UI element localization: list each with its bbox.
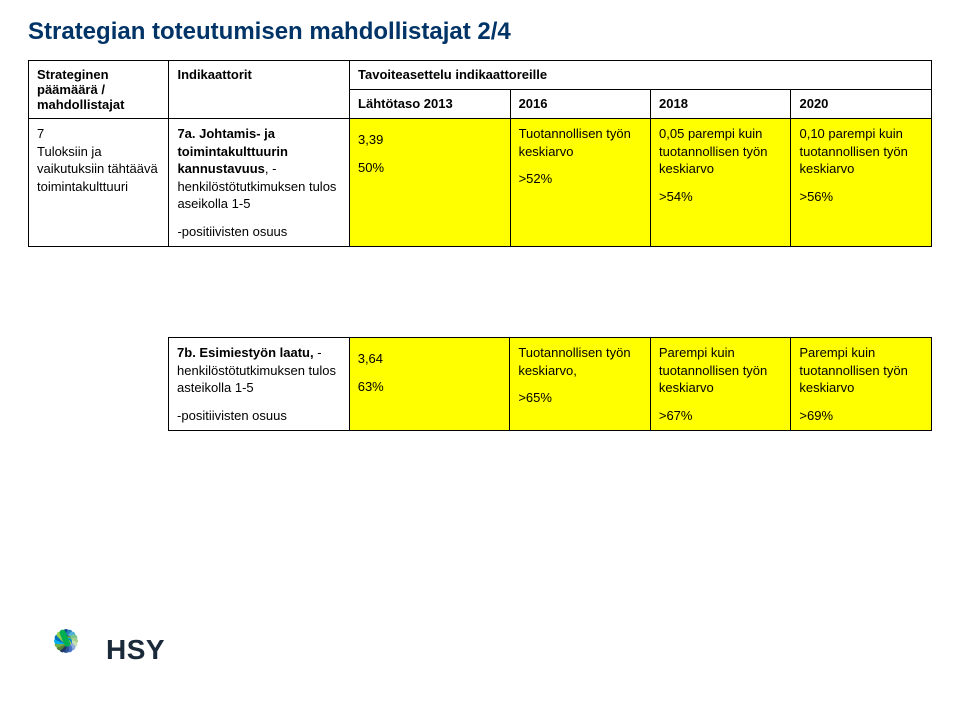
header-indicators: Indikaattorit — [169, 61, 350, 119]
row2-2018-a: Parempi kuin tuotannollisen työn keskiar… — [659, 344, 783, 397]
header-baseline: Lähtötaso 2013 — [350, 90, 511, 119]
row1-2016: Tuotannollisen työn keskiarvo >52% — [510, 119, 650, 247]
row2-2016-b: >65% — [518, 389, 642, 407]
row1-indicator-sub: -positiivisten osuus — [177, 223, 341, 241]
row1-strategic-num: 7 — [37, 126, 44, 141]
row1-2018-b: >54% — [659, 188, 782, 206]
row2-strategic-empty — [28, 338, 169, 431]
logo: HSY — [38, 622, 165, 678]
row1-2018: 0,05 parempi kuin tuotannollisen työn ke… — [651, 119, 791, 247]
logo-text: HSY — [106, 634, 165, 666]
header-strategic: Strateginen päämäärä / mahdollistajat — [29, 61, 169, 119]
row2-lt-sub: 63% — [358, 378, 502, 396]
row1-2020-b: >56% — [799, 188, 923, 206]
row1-strategic-text: Tuloksiin ja vaikutuksiin tähtäävä toimi… — [37, 144, 158, 194]
row1-baseline: 3,39 50% — [350, 119, 511, 247]
row1-2020: 0,10 parempi kuin tuotannollisen työn ke… — [791, 119, 932, 247]
row1-strategic: 7 Tuloksiin ja vaikutuksiin tähtäävä toi… — [29, 119, 169, 247]
row2-2016: Tuotannollisen työn keskiarvo, >65% — [510, 338, 651, 431]
row2-indicator-label: 7b. Esimiestyön laatu, -henkilöstötutkim… — [177, 345, 336, 395]
row2-2020: Parempi kuin tuotannollisen työn keskiar… — [791, 338, 932, 431]
header-2020: 2020 — [791, 90, 932, 119]
row2-2020-a: Parempi kuin tuotannollisen työn keskiar… — [799, 344, 923, 397]
row1-2016-a: Tuotannollisen työn keskiarvo — [519, 125, 642, 160]
row2-indicator-sub: -positiivisten osuus — [177, 407, 341, 425]
header-2016: 2016 — [510, 90, 650, 119]
row2-2020-b: >69% — [799, 407, 923, 425]
row1-2018-a: 0,05 parempi kuin tuotannollisen työn ke… — [659, 125, 782, 178]
row2-2016-a: Tuotannollisen työn keskiarvo, — [518, 344, 642, 379]
header-2018: 2018 — [651, 90, 791, 119]
row2-2018: Parempi kuin tuotannollisen työn keskiar… — [650, 338, 791, 431]
strategy-table: Strateginen päämäärä / mahdollistajat In… — [28, 60, 932, 247]
row2-lt-val: 3,64 — [358, 350, 502, 368]
row2-2018-b: >67% — [659, 407, 783, 425]
logo-burst-icon — [38, 622, 94, 678]
page-title: Strategian toteutumisen mahdollistajat 2… — [28, 18, 932, 46]
row1-2020-a: 0,10 parempi kuin tuotannollisen työn ke… — [799, 125, 923, 178]
row1-indicator-label: 7a. Johtamis- ja toimintakulttuurin kann… — [177, 126, 336, 211]
row1-indicator: 7a. Johtamis- ja toimintakulttuurin kann… — [169, 119, 350, 247]
row2-indicator: 7b. Esimiestyön laatu, -henkilöstötutkim… — [169, 338, 350, 431]
row1-lt-val: 3,39 — [358, 131, 502, 149]
row1-lt-sub: 50% — [358, 159, 502, 177]
row1-2016-b: >52% — [519, 170, 642, 188]
header-target: Tavoiteasettelu indikaattoreille — [350, 61, 932, 90]
row2-baseline: 3,64 63% — [349, 338, 510, 431]
strategy-table-2: 7b. Esimiestyön laatu, -henkilöstötutkim… — [28, 337, 932, 431]
